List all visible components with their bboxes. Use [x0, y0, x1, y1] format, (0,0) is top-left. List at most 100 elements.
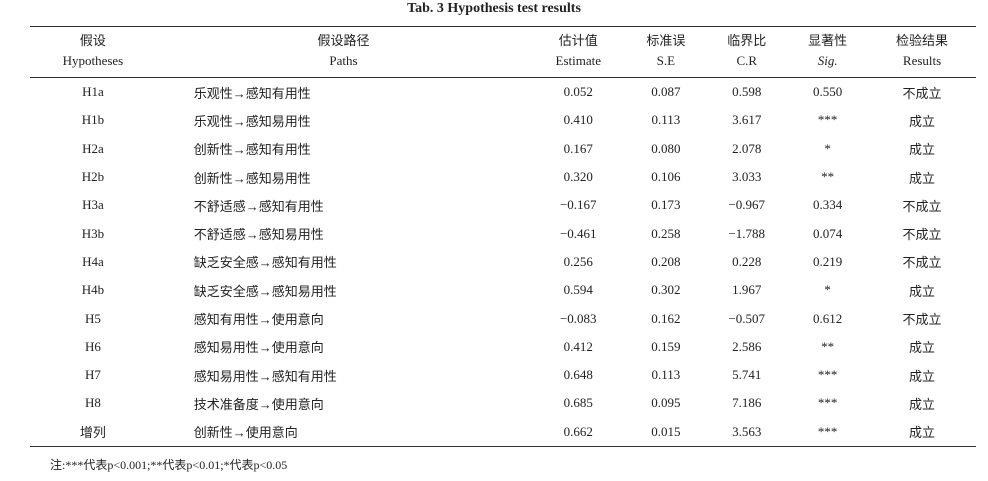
table-cell: H5	[84, 310, 101, 326]
table-cell: 成立	[909, 283, 936, 299]
table-cell: 0.228	[732, 253, 762, 269]
header-en: Paths	[329, 53, 358, 68]
table-cell: 成立	[909, 340, 936, 356]
table-cell: H4b	[81, 282, 105, 298]
table-cell: ***	[817, 367, 838, 383]
table-cell: H3a	[82, 197, 104, 213]
table-cell: 不成立	[902, 227, 942, 243]
table-row: H6 感知易用性→使用意向 0.412 0.159 2.586 ** 成立	[30, 333, 976, 361]
table-cell: 增列	[79, 425, 106, 441]
table-cell: 0.208	[651, 253, 681, 269]
column-header: 假设路径 Paths	[156, 27, 531, 78]
table-cell: 5.741	[732, 367, 762, 383]
table-cell: 0.159	[651, 338, 681, 354]
column-header: 显著性 Sig.	[787, 27, 868, 78]
header-zh: 临界比	[727, 33, 767, 48]
table-cell: *	[824, 282, 831, 298]
table-cell: 0.550	[813, 84, 843, 100]
table-cell: H3b	[81, 225, 105, 241]
table-cell: 成立	[909, 425, 936, 441]
table-row: H1b 乐观性→感知易用性 0.410 0.113 3.617 *** 成立	[30, 106, 976, 134]
table-cell: 0.080	[651, 140, 681, 156]
header-en: Hypotheses	[62, 53, 124, 68]
table-body: H1a 乐观性→感知有用性 0.052 0.087 0.598 0.550 不成立 H1b 乐观…	[30, 78, 976, 447]
table-cell: −0.167	[559, 197, 597, 213]
table-cell: 0.095	[651, 395, 681, 411]
table-note: 注:***代表p<0.001;**代表p<0.01;*代表p<0.05	[50, 458, 288, 472]
table-cell: 0.410	[563, 112, 593, 128]
table-cell: ***	[817, 423, 838, 439]
table-cell: 0.173	[651, 197, 681, 213]
table-row: H3a 不舒适感→感知有用性 −0.167 0.173 −0.967 0.334 不成立	[30, 191, 976, 219]
table-cell: 成立	[909, 368, 936, 384]
table-row: H8 技术准备度→使用意向 0.685 0.095 7.186 *** 成立	[30, 389, 976, 417]
table-title: Tab. 3 Hypothesis test results	[407, 1, 581, 16]
header-en: Estimate	[555, 53, 602, 68]
table-row: H4b 缺乏安全感→感知易用性 0.594 0.302 1.967 * 成立	[30, 276, 976, 304]
table-row: H3b 不舒适感→感知易用性 −0.461 0.258 −1.788 0.074 不成立	[30, 219, 976, 247]
table-cell: 0.074	[813, 225, 843, 241]
table-cell: H1a	[82, 84, 104, 100]
table-cell: −0.967	[728, 197, 766, 213]
header-row: 假设 Hypotheses 假设路径 Paths 估计值 Estimate 标准误 S.E 临界…	[30, 26, 976, 78]
table-row: H1a 乐观性→感知有用性 0.052 0.087 0.598 0.550 不成立	[30, 78, 976, 107]
table-cell: 0.258	[651, 225, 681, 241]
table-cell: 0.612	[813, 310, 843, 326]
table-cell: 感知易用性→感知有用性	[193, 368, 337, 384]
results-table: 假设 Hypotheses 假设路径 Paths 估计值 Estimate 标准误 S.E 临界…	[30, 26, 976, 447]
table-cell: 缺乏安全感→感知易用性	[193, 283, 337, 299]
table-cell: 2.586	[732, 338, 762, 354]
table-row: H2a 创新性→感知有用性 0.167 0.080 2.078 * 成立	[30, 135, 976, 163]
header-zh: 假设路径	[317, 33, 370, 48]
column-header: 估计值 Estimate	[531, 27, 625, 78]
table-row: H7 感知易用性→感知有用性 0.648 0.113 5.741 *** 成立	[30, 361, 976, 389]
column-header: 假设 Hypotheses	[30, 27, 156, 78]
table-cell: 成立	[909, 396, 936, 412]
table-cell: H1b	[81, 112, 105, 128]
table-cell: *	[824, 140, 831, 156]
table-cell: **	[821, 338, 835, 354]
table-cell: 7.186	[732, 395, 762, 411]
table-cell: 缺乏安全感→感知有用性	[193, 255, 337, 271]
table-cell: 3.617	[732, 112, 762, 128]
table-cell: 0.302	[651, 282, 681, 298]
table-cell: H8	[84, 395, 101, 411]
table-cell: ***	[817, 112, 838, 128]
table-cell: 不成立	[902, 312, 942, 328]
table-cell: 0.256	[563, 253, 593, 269]
table-cell: **	[821, 169, 835, 185]
table-cell: H6	[84, 338, 101, 354]
table-cell: −0.461	[559, 225, 597, 241]
table-row: H2b 创新性→感知易用性 0.320 0.106 3.033 ** 成立	[30, 163, 976, 191]
header-en: Sig.	[817, 53, 838, 68]
table-cell: 1.967	[732, 282, 762, 298]
table-cell: 不舒适感→感知有用性	[193, 198, 324, 214]
table-row: H4a 缺乏安全感→感知有用性 0.256 0.208 0.228 0.219 不成立	[30, 248, 976, 276]
table-cell: 0.662	[563, 423, 593, 439]
table-cell: 0.320	[563, 169, 593, 185]
table-cell: 0.087	[651, 84, 681, 100]
table-cell: 0.334	[813, 197, 843, 213]
table-cell: 成立	[909, 142, 936, 158]
table-cell: 0.648	[563, 367, 593, 383]
table-cell: 不成立	[902, 255, 942, 271]
table-cell: −0.083	[559, 310, 597, 326]
table-cell: 0.412	[563, 338, 593, 354]
table-cell: 0.106	[651, 169, 681, 185]
table-cell: 技术准备度→使用意向	[193, 396, 324, 412]
table-cell: −0.507	[728, 310, 766, 326]
table-cell: 0.113	[651, 367, 681, 383]
table-cell: 成立	[909, 170, 936, 186]
header-en: S.E	[656, 53, 676, 68]
table-row: 增列 创新性→使用意向 0.662 0.015 3.563 *** 成立	[30, 418, 976, 447]
table-cell: 0.113	[651, 112, 681, 128]
header-en: C.R	[736, 53, 758, 68]
header-zh: 假设	[79, 33, 106, 48]
table-cell: 0.594	[563, 282, 593, 298]
table-cell: 成立	[909, 113, 936, 129]
header-zh: 估计值	[558, 33, 598, 48]
table-cell: 创新性→感知有用性	[193, 142, 311, 158]
table-cell: 感知有用性→使用意向	[193, 312, 324, 328]
table-cell: 0.015	[651, 423, 681, 439]
header-zh: 检验结果	[896, 33, 949, 48]
